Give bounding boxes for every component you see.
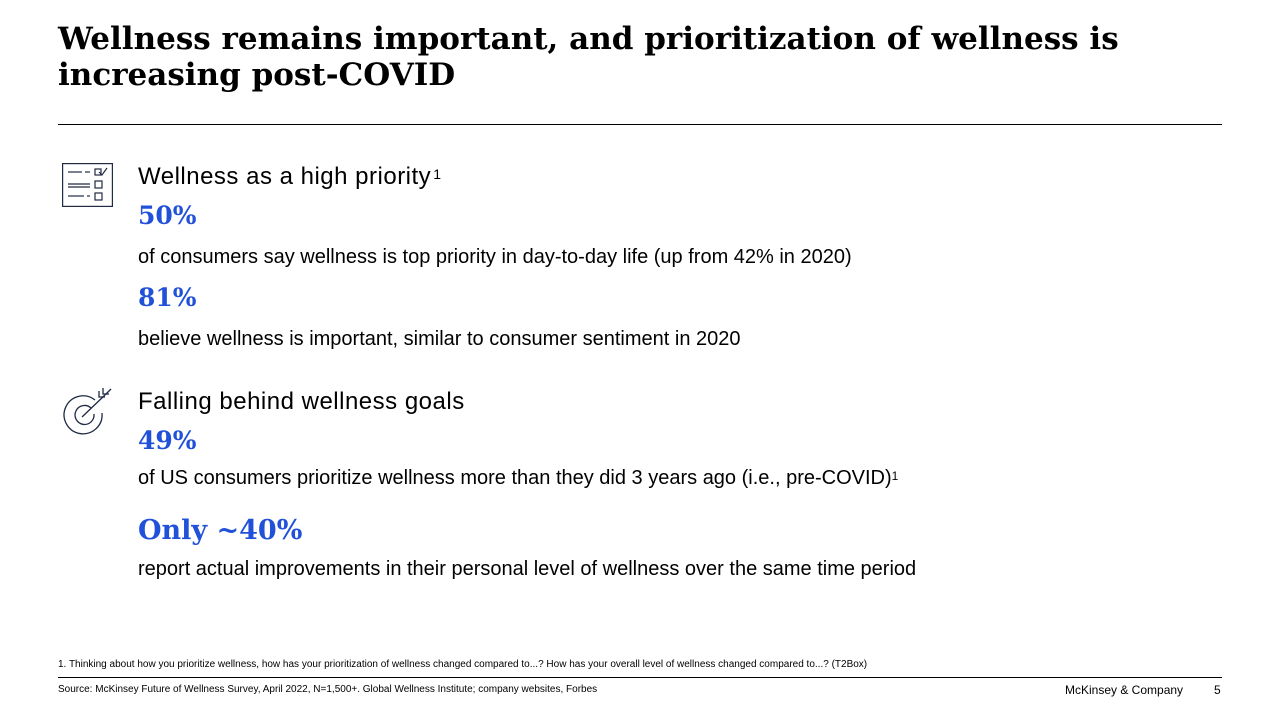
footnote-marker: 1 bbox=[433, 166, 442, 182]
page-title: Wellness remains important, and prioriti… bbox=[58, 21, 1119, 93]
section-heading-priority: Wellness as a high priority 1 bbox=[138, 163, 441, 191]
brand-name: McKinsey & Company bbox=[1065, 683, 1184, 697]
stat-value: 81% bbox=[138, 283, 197, 312]
footer-divider bbox=[58, 677, 1222, 678]
section-heading-goals: Falling behind wellness goals bbox=[138, 388, 467, 416]
stat-description: report actual improvements in their pers… bbox=[138, 558, 917, 580]
stat-description: of US consumers prioritize wellness more… bbox=[138, 466, 898, 490]
footnote-marker: 1 bbox=[891, 469, 899, 483]
footnote: 1. Thinking about how you prioritize wel… bbox=[58, 659, 868, 670]
stat-value: 50% bbox=[138, 201, 197, 230]
page-number: 5 bbox=[1214, 683, 1221, 697]
stat-description-text: of US consumers prioritize wellness more… bbox=[138, 467, 892, 489]
target-arrow-icon bbox=[61, 387, 114, 437]
stat-description: believe wellness is important, similar t… bbox=[138, 328, 741, 350]
stat-value: 49% bbox=[138, 426, 197, 455]
section-heading-text: Wellness as a high priority bbox=[138, 163, 432, 190]
title-divider bbox=[58, 124, 1222, 125]
source-note: Source: McKinsey Future of Wellness Surv… bbox=[58, 684, 598, 695]
checklist-icon bbox=[62, 163, 113, 207]
stat-description: of consumers say wellness is top priorit… bbox=[138, 246, 852, 268]
section-heading-text: Falling behind wellness goals bbox=[138, 388, 465, 415]
stat-value: Only ~40% bbox=[138, 515, 303, 546]
